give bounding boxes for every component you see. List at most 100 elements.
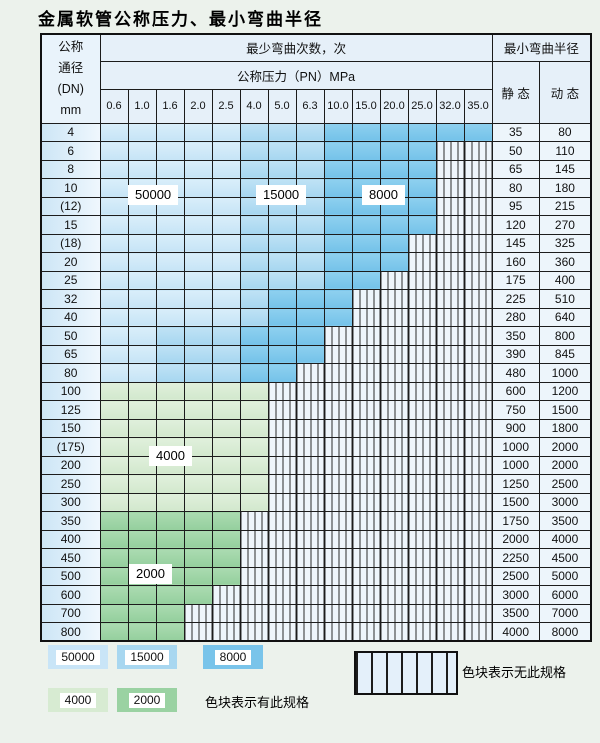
no-spec-cell bbox=[379, 603, 409, 623]
table-row-dn-10: 10 80 180 bbox=[40, 178, 592, 198]
static-column-header: 静 态 bbox=[491, 60, 540, 124]
spec-cell-2000 bbox=[127, 622, 157, 642]
dynamic-radius-cell: 1200 bbox=[538, 381, 592, 401]
static-radius-cell: 120 bbox=[491, 215, 540, 235]
no-spec-cell bbox=[435, 492, 465, 512]
no-spec-cell bbox=[351, 603, 381, 623]
no-spec-cell bbox=[407, 233, 437, 253]
static-radius-cell: 35 bbox=[491, 122, 540, 142]
spec-cell-50000 bbox=[155, 141, 185, 161]
legend-swatch-2000: 2000 bbox=[117, 688, 177, 712]
table-row-dn-15: 15 120 270 bbox=[40, 215, 592, 235]
spec-cell-15000 bbox=[267, 270, 297, 290]
dn-cell: 150 bbox=[40, 418, 101, 438]
spec-cell-2000 bbox=[155, 603, 185, 623]
no-spec-cell bbox=[295, 363, 325, 383]
no-spec-cell bbox=[435, 326, 465, 346]
pressure-tick-1.0: 1.0 bbox=[127, 88, 157, 124]
cycles-value-label-15000: 15000 bbox=[256, 185, 307, 205]
table-row-dn-18: (18) 145 325 bbox=[40, 233, 592, 253]
table-row-dn-800: 800 4000 8000 bbox=[40, 622, 592, 642]
spec-cell-15000 bbox=[295, 159, 325, 179]
no-spec-cell bbox=[435, 511, 465, 531]
spec-cell-15000 bbox=[239, 159, 269, 179]
no-spec-cell bbox=[379, 566, 409, 586]
dn-cell: 50 bbox=[40, 326, 101, 346]
spec-cell-8000 bbox=[351, 159, 381, 179]
no-spec-cell bbox=[379, 400, 409, 420]
no-spec-cell bbox=[351, 437, 381, 457]
no-spec-cell bbox=[435, 400, 465, 420]
no-spec-cell bbox=[183, 622, 213, 642]
spec-cell-8000 bbox=[407, 196, 437, 216]
dynamic-radius-cell: 110 bbox=[538, 141, 592, 161]
no-spec-cell bbox=[239, 566, 269, 586]
static-radius-cell: 2000 bbox=[491, 529, 540, 549]
dn-header-line4: mm bbox=[60, 102, 82, 117]
spec-cell-4000 bbox=[211, 455, 241, 475]
spec-cell-50000 bbox=[127, 344, 157, 364]
spec-cell-8000 bbox=[323, 141, 353, 161]
spec-cell-2000 bbox=[127, 511, 157, 531]
no-spec-cell bbox=[323, 566, 353, 586]
no-spec-cell bbox=[463, 326, 493, 346]
no-spec-cell bbox=[435, 363, 465, 383]
no-spec-cell bbox=[323, 548, 353, 568]
spec-cell-8000 bbox=[267, 289, 297, 309]
no-spec-cell bbox=[323, 400, 353, 420]
table-row-dn-50: 50 350 800 bbox=[40, 326, 592, 346]
spec-cell-50000 bbox=[99, 252, 129, 272]
table-row-dn-100: 100 600 1200 bbox=[40, 381, 592, 401]
spec-cell-15000 bbox=[239, 289, 269, 309]
dn-cell: 10 bbox=[40, 178, 101, 198]
spec-cell-15000 bbox=[295, 122, 325, 142]
spec-cell-50000 bbox=[99, 307, 129, 327]
table-row-dn-300: 300 1500 3000 bbox=[40, 492, 592, 512]
spec-cell-15000 bbox=[239, 233, 269, 253]
spec-cell-4000 bbox=[211, 381, 241, 401]
spec-cell-15000 bbox=[295, 141, 325, 161]
static-radius-cell: 4000 bbox=[491, 622, 540, 642]
static-radius-cell: 350 bbox=[491, 326, 540, 346]
spec-cell-8000 bbox=[323, 270, 353, 290]
no-spec-cell bbox=[323, 622, 353, 642]
table-row-dn-40: 40 280 640 bbox=[40, 307, 592, 327]
spec-cell-50000 bbox=[99, 178, 129, 198]
static-radius-cell: 900 bbox=[491, 418, 540, 438]
dn-cell: (18) bbox=[40, 233, 101, 253]
table-row-dn-8: 8 65 145 bbox=[40, 159, 592, 179]
table-row-dn-500: 500 2500 5000 bbox=[40, 566, 592, 586]
spec-cell-4000 bbox=[239, 381, 269, 401]
spec-cell-50000 bbox=[99, 289, 129, 309]
spec-cell-15000 bbox=[211, 344, 241, 364]
spec-cell-15000 bbox=[267, 159, 297, 179]
no-spec-cell bbox=[463, 437, 493, 457]
spec-cell-4000 bbox=[99, 381, 129, 401]
spec-cell-50000 bbox=[127, 233, 157, 253]
legend-swatch-value: 15000 bbox=[125, 649, 169, 665]
pressure-tick-2.0: 2.0 bbox=[183, 88, 213, 124]
dynamic-radius-cell: 360 bbox=[538, 252, 592, 272]
spec-cell-8000 bbox=[407, 122, 437, 142]
no-spec-cell bbox=[295, 566, 325, 586]
no-spec-cell bbox=[407, 585, 437, 605]
dynamic-radius-cell: 180 bbox=[538, 178, 592, 198]
static-radius-cell: 390 bbox=[491, 344, 540, 364]
legend-swatch-value: 50000 bbox=[56, 649, 100, 665]
no-spec-cell bbox=[435, 159, 465, 179]
no-spec-hatch-swatch bbox=[354, 651, 458, 695]
spec-cell-4000 bbox=[183, 492, 213, 512]
spec-cell-50000 bbox=[211, 178, 241, 198]
table-row-dn-400: 400 2000 4000 bbox=[40, 529, 592, 549]
static-radius-cell: 2500 bbox=[491, 566, 540, 586]
no-spec-cell bbox=[267, 455, 297, 475]
dn-cell: 500 bbox=[40, 566, 101, 586]
pressure-tick-10.0: 10.0 bbox=[323, 88, 353, 124]
dn-cell: 300 bbox=[40, 492, 101, 512]
no-spec-cell bbox=[351, 585, 381, 605]
no-spec-cell bbox=[323, 585, 353, 605]
spec-cell-4000 bbox=[99, 437, 129, 457]
dn-cell: (12) bbox=[40, 196, 101, 216]
no-spec-cell bbox=[351, 363, 381, 383]
table-row-dn-700: 700 3500 7000 bbox=[40, 603, 592, 623]
